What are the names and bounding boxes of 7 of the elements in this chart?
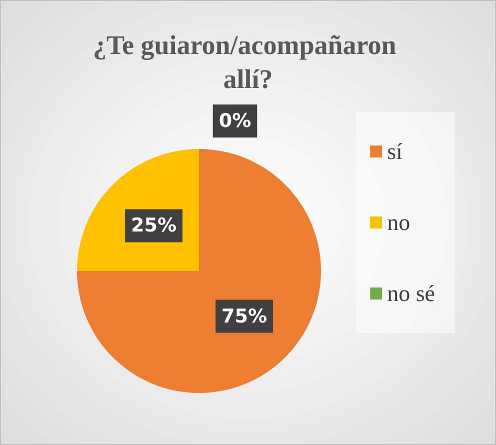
legend-label: no sé <box>387 281 436 306</box>
chart-title: ¿Te guiaron/acompañaron allí? <box>92 30 404 94</box>
data-label: 75% <box>222 305 267 328</box>
legend-label: sí <box>387 139 404 164</box>
legend-label: no <box>387 210 410 235</box>
text: 0% <box>218 110 252 132</box>
data-label: 25% <box>131 214 176 237</box>
